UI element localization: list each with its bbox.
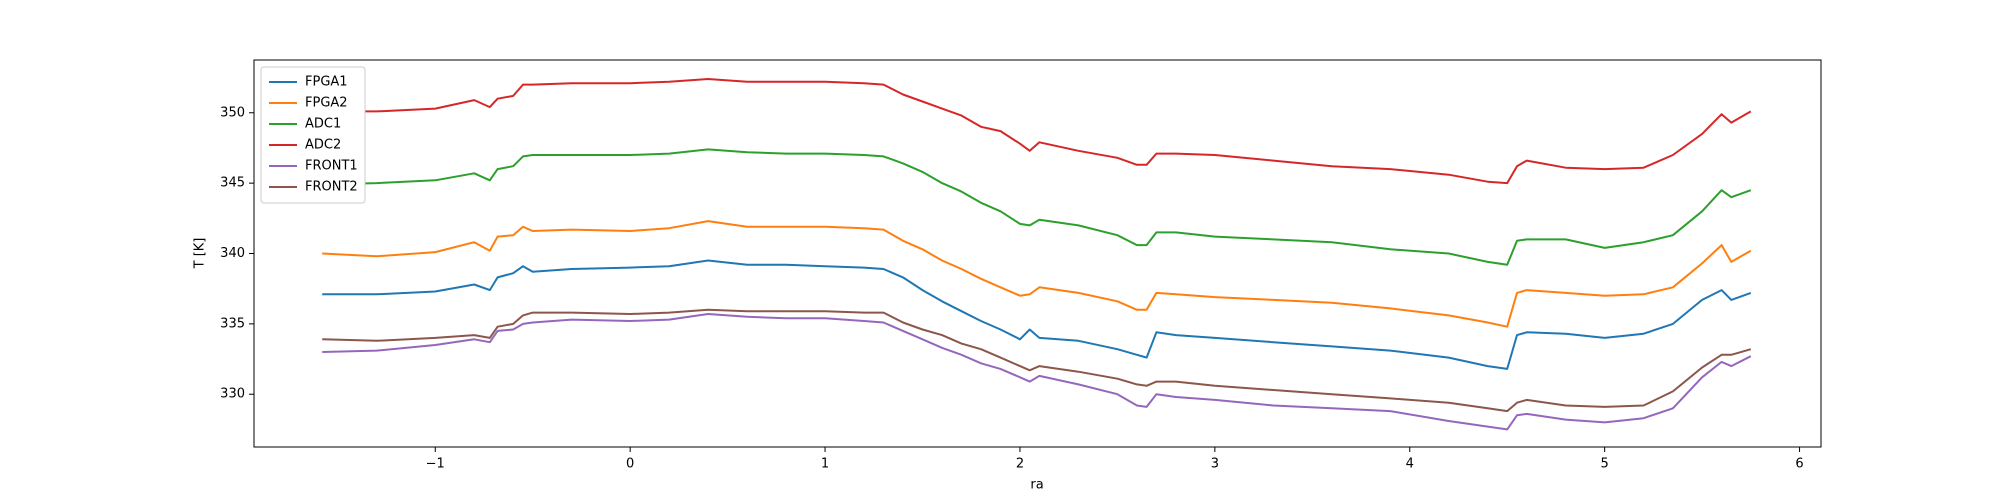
y-tick-label: 330	[220, 387, 245, 402]
legend-box	[260, 66, 366, 204]
legend-label: ADC1	[305, 117, 341, 132]
y-tick-label: 340	[220, 246, 245, 261]
x-tick-label: 6	[1795, 457, 1803, 472]
x-tick-label: 0	[626, 457, 634, 472]
x-tick-label: 5	[1601, 457, 1609, 472]
x-axis-label: ra	[1030, 478, 1043, 493]
y-axis-label: T [K]	[193, 238, 208, 270]
y-tick-label: 345	[220, 176, 245, 191]
data-line	[322, 308, 1752, 413]
x-tick-label: −1	[426, 457, 445, 472]
data-line	[322, 148, 1752, 266]
data-line	[322, 259, 1752, 370]
y-tick-label: 335	[220, 316, 245, 331]
legend-label: FRONT2	[305, 180, 358, 195]
plot-frame	[253, 59, 1822, 448]
y-tick-label: 350	[220, 105, 245, 120]
data-line	[322, 220, 1752, 328]
legend-label: FRONT1	[305, 159, 358, 174]
legend-label: FPGA1	[305, 75, 348, 90]
legend-label: FPGA2	[305, 96, 348, 111]
legend-label: ADC2	[305, 138, 341, 153]
x-tick-label: 3	[1211, 457, 1219, 472]
x-tick-label: 4	[1406, 457, 1414, 472]
data-line	[322, 313, 1752, 431]
data-line	[322, 78, 1752, 185]
x-tick-label: 1	[821, 457, 829, 472]
x-tick-label: 2	[1016, 457, 1024, 472]
